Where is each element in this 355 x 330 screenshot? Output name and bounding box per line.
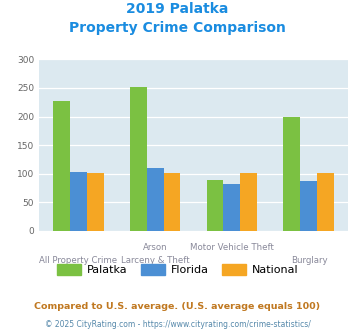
Bar [70, 172, 87, 231]
Bar [300, 181, 317, 231]
Text: Motor Vehicle Theft: Motor Vehicle Theft [190, 243, 274, 251]
Text: Arson: Arson [143, 243, 167, 251]
Bar [317, 173, 334, 231]
Text: 2019 Palatka: 2019 Palatka [126, 2, 229, 16]
Text: Property Crime Comparison: Property Crime Comparison [69, 21, 286, 35]
Bar [164, 173, 180, 231]
Bar [207, 180, 223, 231]
Bar [223, 183, 240, 231]
Bar [283, 116, 300, 231]
Bar [130, 87, 147, 231]
Legend: Palatka, Florida, National: Palatka, Florida, National [52, 260, 303, 280]
Text: Compared to U.S. average. (U.S. average equals 100): Compared to U.S. average. (U.S. average … [34, 302, 321, 311]
Text: © 2025 CityRating.com - https://www.cityrating.com/crime-statistics/: © 2025 CityRating.com - https://www.city… [45, 320, 310, 329]
Bar [87, 173, 104, 231]
Bar [53, 101, 70, 231]
Text: All Property Crime: All Property Crime [39, 256, 117, 265]
Bar [240, 173, 257, 231]
Text: Larceny & Theft: Larceny & Theft [121, 256, 189, 265]
Bar [147, 168, 164, 231]
Text: Burglary: Burglary [291, 256, 328, 265]
